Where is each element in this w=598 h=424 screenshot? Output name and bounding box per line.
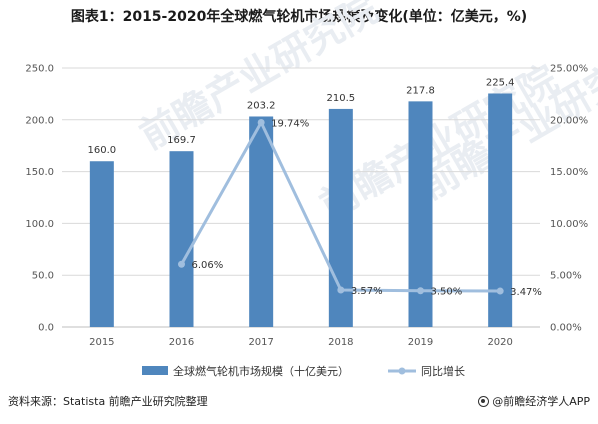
bar-value-labels: 160.0 169.7 203.2 210.5 217.8 225.4 [88, 77, 515, 156]
left-axis-tick-labels: 0.0 50.0 100.0 150.0 200.0 250.0 [25, 64, 54, 334]
bar-2016 [169, 151, 194, 327]
growth-label-2018: 3.57% [351, 286, 383, 297]
left-tick-label-2: 100.0 [25, 219, 54, 230]
brand-logo-icon [478, 395, 490, 407]
right-tick-label-1: 5.00% [550, 271, 582, 282]
left-tick-label-0: 0.0 [38, 323, 54, 334]
growth-point-2017 [257, 118, 265, 126]
bar-label-2018: 210.5 [327, 93, 356, 104]
right-axis-tick-labels: 0.00% 5.00% 10.00% 15.00% 20.00% 25.00% [550, 64, 588, 334]
bar-label-2019: 217.8 [406, 85, 435, 96]
growth-point-2020 [496, 287, 504, 295]
growth-label-2020: 3.47% [510, 287, 542, 298]
growth-label-2016: 6.06% [192, 260, 224, 271]
growth-label-2017: 19.74% [271, 118, 309, 129]
x-tick-label-2020: 2020 [487, 337, 512, 348]
left-tick-label-5: 250.0 [25, 64, 54, 75]
right-tick-label-5: 25.00% [550, 64, 588, 75]
bar-label-2016: 169.7 [167, 135, 196, 146]
legend-line-label: 同比增长 [421, 364, 465, 378]
growth-label-2019: 3.50% [431, 287, 463, 298]
bar-2017 [249, 116, 274, 327]
growth-point-2016 [178, 260, 185, 268]
legend-bar-label: 全球燃气轮机市场规模（十亿美元） [173, 364, 349, 378]
right-tick-label-4: 20.00% [550, 115, 588, 126]
legend: 全球燃气轮机市场规模（十亿美元） 同比增长 [142, 364, 465, 378]
bar-label-2020: 225.4 [486, 77, 515, 88]
growth-point-2019 [417, 287, 424, 295]
left-tick-label-3: 150.0 [25, 167, 54, 178]
x-tick-label-2019: 2019 [408, 337, 433, 348]
grid-lines [62, 67, 540, 328]
growth-point-2018 [337, 286, 345, 294]
bar-2018 [328, 108, 353, 327]
left-tick-label-1: 50.0 [32, 271, 54, 282]
growth-value-labels: 6.06% 19.74% 3.57% 3.50% 3.47% [192, 118, 542, 298]
bar-label-2015: 160.0 [88, 145, 117, 156]
x-tick-label-2017: 2017 [248, 337, 273, 348]
brand-credit: @前瞻经济学人APP [478, 393, 590, 409]
brand-credit-text: @前瞻经济学人APP [492, 395, 590, 408]
bar-2020 [488, 93, 513, 328]
watermark-layer: 前瞻产业研究院前瞻产业研究院前瞻产业研究院 [133, 0, 598, 228]
left-tick-label-4: 200.0 [25, 115, 54, 126]
source-note: 资料来源：Statista 前瞻产业研究院整理 [8, 395, 208, 408]
x-tick-label-2016: 2016 [169, 337, 194, 348]
bar-2015 [89, 161, 114, 327]
x-axis-tick-labels: 2015 2016 2017 2018 2019 2020 [89, 337, 513, 348]
growth-line-series [178, 118, 504, 295]
right-tick-label-0: 0.00% [550, 323, 582, 334]
bar-label-2017: 203.2 [247, 100, 276, 111]
right-tick-label-2: 10.00% [550, 219, 588, 230]
x-tick-label-2018: 2018 [328, 337, 353, 348]
chart-title: 图表1：2015-2020年全球燃气轮机市场规模及变化(单位：亿美元，%) [70, 9, 528, 25]
legend-line-marker [398, 367, 406, 375]
right-tick-label-3: 15.00% [550, 167, 588, 178]
legend-bar-swatch [142, 366, 168, 375]
x-tick-label-2015: 2015 [89, 337, 114, 348]
